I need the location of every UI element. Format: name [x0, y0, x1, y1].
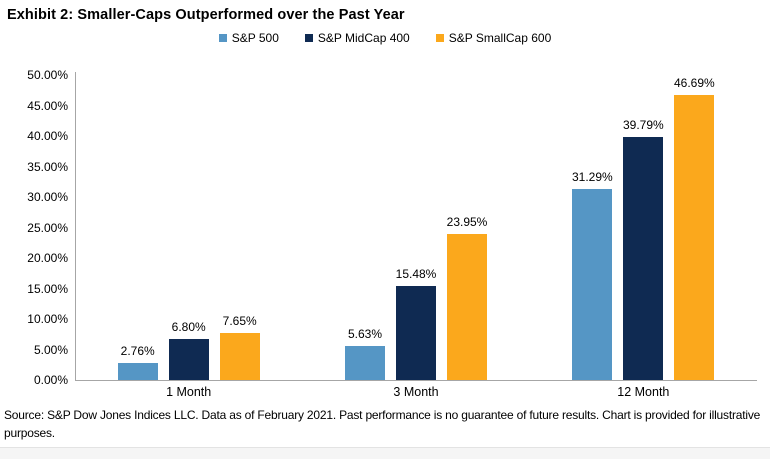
bar-value-label: 7.65% — [222, 314, 257, 329]
y-tick-label: 5.00% — [33, 342, 68, 357]
bar-value-label: 5.63% — [347, 326, 383, 341]
legend-item: S&P 500 — [218, 31, 279, 45]
bar — [447, 233, 487, 380]
bar — [623, 137, 664, 380]
legend-swatch-icon — [304, 34, 313, 42]
bar-value-label: 39.79% — [622, 118, 664, 133]
y-tick-label: 0.00% — [33, 373, 68, 387]
category-label: 1 Month — [166, 385, 212, 399]
bar — [396, 285, 436, 380]
y-tick-label: 50.00% — [27, 68, 68, 82]
legend-label: S&P MidCap 400 — [317, 31, 410, 45]
bar — [674, 95, 715, 380]
bar — [572, 189, 613, 380]
y-tick-label: 20.00% — [27, 251, 68, 265]
legend-item: S&P MidCap 400 — [304, 31, 410, 45]
source-note: Source: S&P Dow Jones Indices LLC. Data … — [4, 408, 761, 440]
bar-value-label: 6.80% — [171, 319, 206, 334]
category-label: 3 Month — [393, 385, 439, 399]
y-tick-label: 30.00% — [27, 190, 68, 204]
y-tick-label: 40.00% — [27, 129, 68, 143]
legend-item: S&P SmallCap 600 — [435, 31, 552, 45]
y-tick-label: 10.00% — [27, 312, 68, 326]
bar-value-label: 46.69% — [673, 76, 715, 91]
category-label: 12 Month — [617, 385, 670, 399]
chart-legend: S&P 500 S&P MidCap 400 S&P SmallCap 600 — [0, 31, 770, 45]
y-axis-line — [75, 72, 76, 381]
bar-value-label: 31.29% — [571, 170, 613, 185]
bar-value-label: 2.76% — [120, 344, 155, 359]
y-tick-label: 15.00% — [27, 281, 68, 296]
bottom-strip — [0, 447, 770, 459]
legend-swatch-icon — [435, 34, 444, 42]
bar-value-label: 15.48% — [395, 266, 437, 281]
y-tick-label: 35.00% — [27, 159, 68, 174]
legend-label: S&P 500 — [231, 31, 279, 45]
y-tick-label: 45.00% — [27, 98, 68, 113]
chart-title: Exhibit 2: Smaller-Caps Outperformed ove… — [7, 7, 405, 23]
legend-label: S&P SmallCap 600 — [448, 31, 552, 45]
y-tick-label: 25.00% — [27, 220, 68, 235]
x-axis-line — [75, 380, 757, 381]
bar-value-label: 23.95% — [446, 214, 488, 229]
bar — [168, 338, 209, 380]
bar — [219, 333, 260, 380]
bar — [345, 345, 385, 380]
legend-swatch-icon — [218, 34, 227, 42]
bar — [117, 363, 158, 380]
